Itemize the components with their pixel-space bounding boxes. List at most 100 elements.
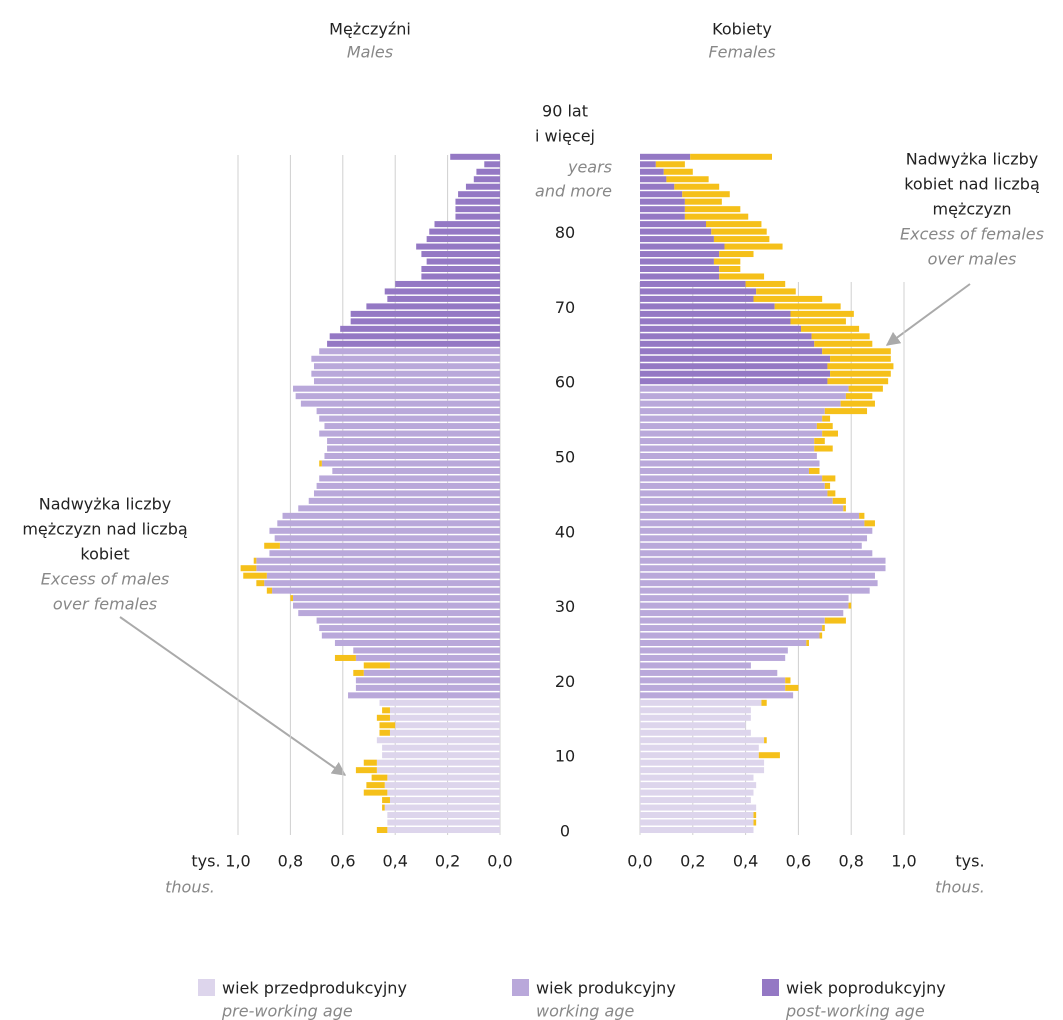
bar — [313, 378, 500, 385]
bar — [640, 512, 860, 519]
excess-bar — [366, 782, 385, 789]
bar — [640, 640, 807, 646]
excess-bar — [674, 183, 720, 190]
bar — [484, 161, 500, 168]
right-title: Kobiety — [712, 20, 772, 39]
excess-bar — [684, 206, 741, 213]
excess-bar — [808, 467, 820, 474]
bar — [640, 460, 820, 467]
bar — [640, 535, 868, 542]
bar — [395, 280, 500, 287]
bar — [640, 266, 720, 272]
bar — [640, 542, 862, 549]
bar — [355, 677, 500, 684]
bar — [319, 348, 500, 355]
bar — [640, 408, 825, 415]
excess-bar — [682, 191, 730, 198]
bar — [376, 759, 500, 766]
bar — [640, 617, 825, 624]
excess-bar — [790, 310, 854, 317]
bar — [308, 497, 500, 504]
excess-bar — [266, 587, 273, 594]
excess-bar — [363, 789, 388, 796]
bar — [321, 632, 500, 639]
bar — [640, 303, 775, 310]
left-subtitle: Males — [347, 43, 393, 62]
excess-bar — [684, 198, 722, 205]
y-tick-label: 30 — [555, 597, 575, 616]
excess-bar — [822, 475, 836, 482]
bar — [384, 782, 500, 789]
excess-bar — [382, 804, 385, 811]
bar — [640, 744, 759, 751]
bar — [640, 251, 720, 258]
excess-bar — [785, 684, 799, 691]
excess-bar — [719, 266, 741, 272]
legend-label: wiek przedprodukcyjny — [222, 979, 407, 998]
excess-bar — [753, 812, 757, 819]
bar — [387, 827, 500, 833]
bar — [327, 340, 500, 347]
excess-bar — [864, 520, 875, 527]
excess-bar — [363, 759, 377, 766]
excess-bar — [840, 400, 875, 407]
bar — [327, 438, 500, 445]
x-tick-label: 1,0 — [225, 852, 250, 871]
bar — [640, 378, 828, 385]
y-tick-label: 40 — [555, 522, 575, 541]
excess-bar — [713, 236, 770, 243]
excess-bar — [819, 632, 823, 639]
bar — [640, 161, 656, 168]
bar — [350, 310, 500, 317]
legend-label-en: pre-working age — [221, 1002, 353, 1020]
bar — [640, 759, 765, 766]
bar — [298, 610, 500, 617]
bar — [269, 550, 500, 557]
bar — [382, 744, 500, 751]
x-tick-label: 0,8 — [278, 852, 303, 871]
y-tick-label: 70 — [555, 298, 575, 317]
excess-bar — [822, 348, 891, 355]
bar — [264, 580, 500, 587]
bar — [640, 789, 754, 796]
bar — [640, 587, 870, 594]
excess-bar — [814, 445, 833, 452]
bar — [640, 423, 817, 430]
excess-bar — [355, 767, 377, 774]
bar — [465, 183, 500, 190]
bar — [640, 699, 762, 706]
bar — [319, 625, 500, 632]
excess-bar — [290, 595, 294, 602]
excess-bar — [827, 490, 836, 497]
excess-bar — [814, 340, 873, 347]
excess-bar — [753, 295, 823, 302]
unit-en: thous. — [165, 878, 215, 897]
bar — [640, 684, 786, 691]
bar — [640, 610, 844, 617]
x-tick-label: 0,6 — [330, 852, 355, 871]
excess-bar — [363, 662, 390, 669]
bar — [321, 460, 500, 467]
bar — [319, 430, 500, 437]
bar — [640, 827, 754, 833]
bar — [282, 512, 500, 519]
bar — [640, 333, 812, 340]
bar — [640, 258, 714, 265]
bar — [311, 355, 500, 362]
bar — [640, 520, 865, 527]
left-title: Mężczyźni — [329, 20, 411, 39]
bar — [316, 482, 500, 489]
excess-bar — [684, 213, 749, 220]
bar — [640, 722, 746, 729]
bar — [640, 168, 664, 175]
bar — [387, 812, 500, 819]
bar — [640, 400, 841, 407]
excess-bar — [379, 722, 396, 729]
bar — [640, 206, 685, 213]
annotation-en: over females — [53, 595, 157, 614]
bar — [640, 782, 757, 789]
bar — [640, 572, 875, 579]
bar — [429, 228, 500, 235]
excess-bar — [745, 280, 786, 287]
